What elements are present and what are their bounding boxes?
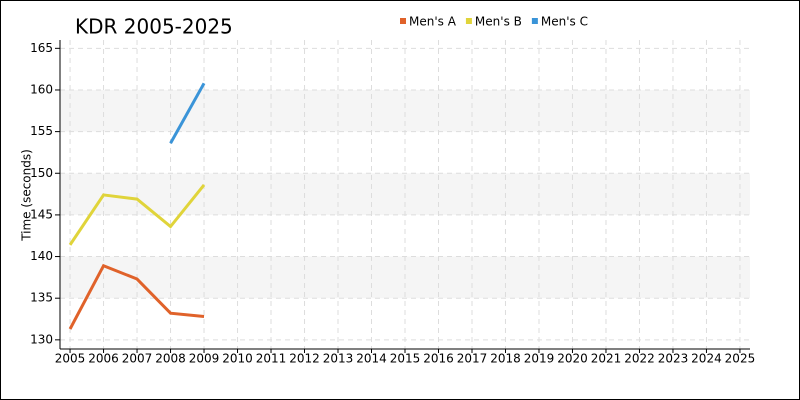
x-tick-label: 2016 bbox=[423, 352, 454, 366]
x-tick-label: 2015 bbox=[390, 352, 421, 366]
x-tick-label: 2024 bbox=[691, 352, 722, 366]
x-tick-label: 2023 bbox=[658, 352, 689, 366]
x-tick-label: 2021 bbox=[591, 352, 622, 366]
legend-swatch bbox=[531, 18, 538, 24]
y-axis-label: Time (seconds) bbox=[20, 149, 34, 242]
y-tick-label: 145 bbox=[30, 207, 53, 221]
x-tick-label: 2007 bbox=[122, 352, 153, 366]
y-tick-label: 150 bbox=[30, 166, 53, 180]
y-tick-label: 140 bbox=[30, 249, 53, 263]
x-tick-label: 2018 bbox=[490, 352, 521, 366]
x-tick-label: 2022 bbox=[624, 352, 655, 366]
x-tick-label: 2020 bbox=[557, 352, 588, 366]
x-tick-label: 2017 bbox=[457, 352, 488, 366]
series-line bbox=[169, 82, 206, 145]
legend-label: Men's B bbox=[475, 15, 522, 29]
x-tick-label: 2005 bbox=[55, 352, 86, 366]
x-tick-label: 2009 bbox=[189, 352, 220, 366]
legend-label: Men's A bbox=[409, 15, 457, 29]
y-tick-label: 130 bbox=[30, 332, 53, 346]
x-tick-label: 2012 bbox=[289, 352, 320, 366]
legend-swatch bbox=[465, 18, 472, 24]
legend-swatch bbox=[400, 18, 406, 24]
x-tick-label: 2014 bbox=[356, 352, 387, 366]
x-tick-label: 2013 bbox=[323, 352, 354, 366]
chart-title: KDR 2005-2025 bbox=[75, 15, 233, 39]
y-tick-label: 165 bbox=[30, 41, 53, 55]
legend-label: Men's C bbox=[541, 15, 588, 29]
x-tick-label: 2019 bbox=[524, 352, 555, 366]
y-tick-label: 155 bbox=[30, 124, 53, 138]
x-tick-label: 2008 bbox=[155, 352, 186, 366]
x-tick-label: 2025 bbox=[725, 352, 756, 366]
x-tick-label: 2010 bbox=[222, 352, 253, 366]
series-line bbox=[68, 263, 205, 330]
y-tick-label: 160 bbox=[30, 82, 53, 96]
series-line bbox=[68, 183, 206, 246]
y-tick-label: 135 bbox=[30, 291, 53, 305]
x-tick-label: 2006 bbox=[88, 352, 119, 366]
x-tick-label: 2011 bbox=[256, 352, 287, 366]
